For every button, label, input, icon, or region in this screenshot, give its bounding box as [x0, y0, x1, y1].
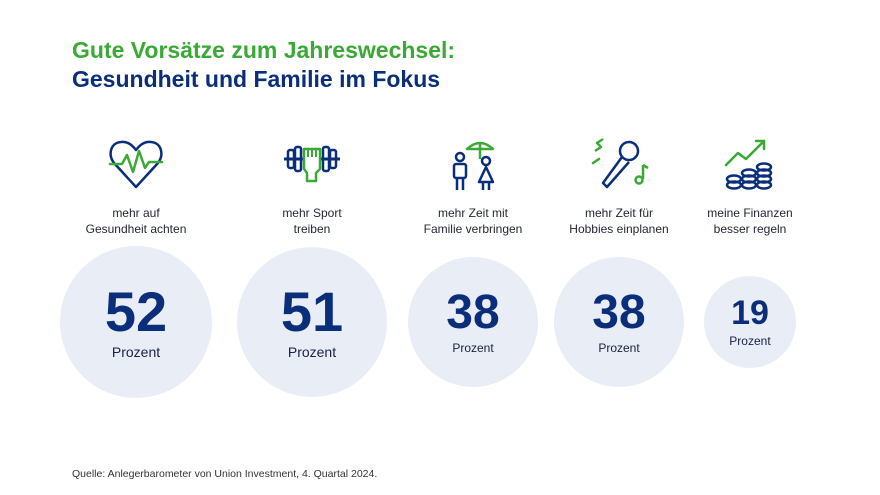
value-unit: Prozent	[729, 333, 771, 348]
value-number: 38	[592, 285, 646, 339]
value-unit: Prozent	[287, 343, 337, 360]
item-label: mehr auf Gesundheit achten	[85, 206, 187, 236]
value-unit: Prozent	[598, 340, 640, 355]
value-bubble-finances: 19 Prozent	[704, 276, 796, 368]
microphone-music-icon	[591, 137, 649, 189]
item-label: mehr Sport treiben	[282, 206, 342, 236]
value-unit: Prozent	[111, 344, 161, 360]
dumbbell-fist-icon	[284, 145, 340, 183]
value-number: 38	[446, 285, 500, 339]
item-label: mehr Zeit mit Familie verbringen	[423, 206, 523, 236]
chart-title-line-2: Gesundheit und Familie im Fokus	[72, 66, 441, 92]
heart-pulse-icon	[108, 140, 164, 189]
chart-title-line-1: Gute Vorsätze zum Jahreswechsel:	[72, 37, 456, 63]
value-bubble-sport: 51 Prozent	[236, 246, 388, 398]
value-number: 19	[731, 293, 769, 332]
value-number: 52	[104, 280, 168, 343]
value-number: 51	[280, 279, 344, 343]
item-label: meine Finanzen besser regeln	[707, 206, 793, 236]
item-label: mehr Zeit für Hobbies einplanen	[569, 206, 669, 236]
family-umbrella-icon	[452, 141, 495, 190]
value-unit: Prozent	[452, 340, 494, 355]
source-note: Quelle: Anlegerbarometer von Union Inves…	[72, 468, 378, 480]
value-bubble-family: 38 Prozent	[408, 257, 538, 387]
coins-growth-icon	[724, 139, 773, 190]
value-bubble-health: 52 Prozent	[60, 246, 212, 398]
value-bubble-hobbies: 38 Prozent	[554, 257, 684, 387]
